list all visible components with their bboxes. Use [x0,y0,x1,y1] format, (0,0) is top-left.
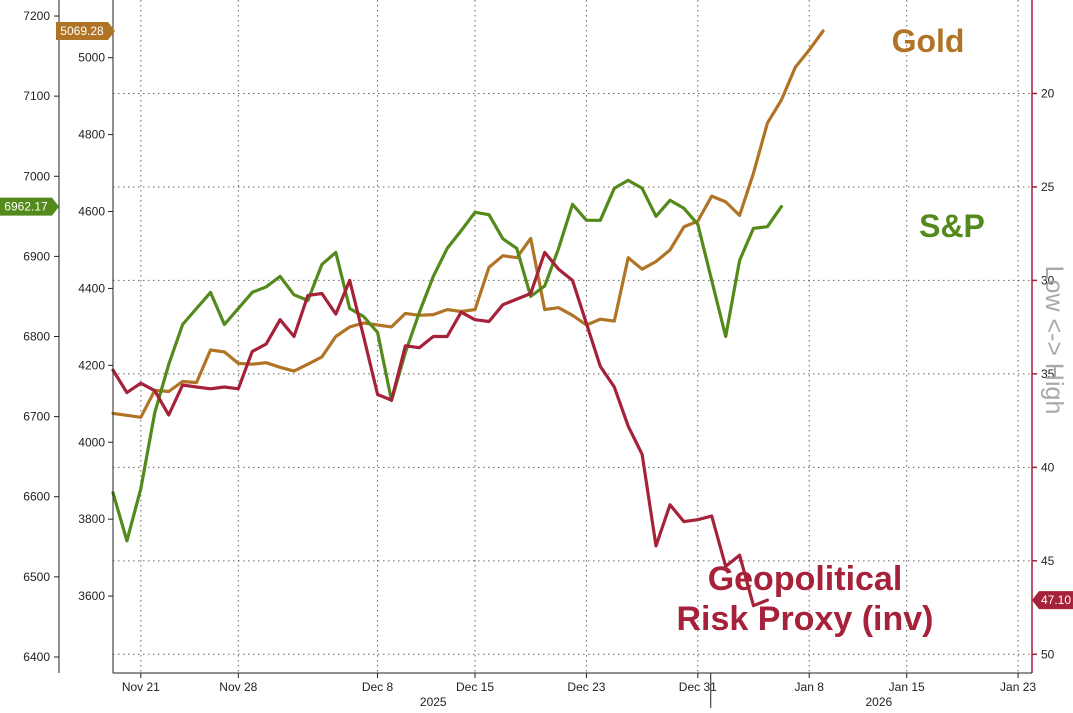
x-axis-tick-label: Jan 23 [1000,680,1036,694]
gold-last-value-badge: 5069.28 [56,22,115,41]
sp-last-value-badge-text: 6962.17 [4,200,48,214]
sp-axis-tick-label: 7100 [23,89,50,103]
axes: 6400 6500 6600 6700 6800 6900 7000 7100 7200 3600… [23,0,1055,709]
sp-axis-tick-label: 6800 [23,330,50,344]
x-axis-tick-label: Dec 23 [567,680,605,694]
x-axis-tick-label: Dec 15 [456,680,494,694]
risk-axis-tick-label: 35 [1041,367,1055,381]
gold-last-value-badge-text: 5069.28 [60,24,104,38]
risk-last-value-badge-text: 47.10 [1041,593,1071,607]
sp-axis-tick-label: 6600 [23,490,50,504]
risk-last-value-badge: 47.10 [1032,591,1073,610]
geopolitical-series-label-line2: Risk Proxy (inv) [677,600,934,638]
risk-axis-tick-label: 30 [1041,273,1055,287]
x-axis-tick-label: Jan 15 [889,680,925,694]
gold-axis-tick-label: 4000 [78,435,105,449]
gold-axis-tick-label: 3800 [78,512,105,526]
gold-axis-tick-label: 4600 [78,205,105,219]
series-line-0 [111,29,825,419]
sp-axis-tick-label: 7200 [23,9,50,23]
sp-axis-tick-label: 7000 [23,169,50,183]
gold-axis-tick-label: 4200 [78,358,105,372]
series-line-2 [111,250,770,608]
gold-axis-tick-label: 4400 [78,281,105,295]
risk-axis-tick-label: 25 [1041,180,1055,194]
gold-last-value-badge-shape [56,22,115,41]
risk-axis-tick-label: 20 [1041,86,1055,100]
series-annotations: Gold S&P Geopolitical Risk Proxy (inv) [677,23,985,638]
gold-axis-tick-label: 4800 [78,128,105,142]
right-axis-label: Low <-> High [1040,266,1068,415]
sp-axis-tick-label: 6400 [23,650,50,664]
gold-axis-tick-label: 5000 [78,51,105,65]
x-axis-tick-label: Dec 31 [679,680,717,694]
risk-axis-tick-label: 50 [1041,647,1055,661]
gold-axis-tick-label: 3600 [78,589,105,603]
sp-axis-tick-label: 6500 [23,570,50,584]
series-line-1 [111,178,784,543]
risk-last-value-badge-shape [1032,591,1073,610]
risk-axis-tick-label: 45 [1041,554,1055,568]
series-lines [111,29,825,608]
year-label: 2026 [865,695,892,708]
sp-last-value-badge: 6962.17 [0,197,59,216]
gold-series-label: Gold [892,23,965,59]
last-value-badges: 5069.28 6962.17 47.10 [0,22,1073,610]
grid-lines [113,0,1032,673]
geopolitical-series-label-line1: Geopolitical [708,560,903,598]
x-axis-tick-label: Jan 8 [795,680,825,694]
x-axis-tick-label: Dec 8 [362,680,394,694]
x-axis-tick-label: Nov 21 [122,680,160,694]
sp-axis-tick-label: 6900 [23,249,50,263]
sp-series-label: S&P [919,208,985,244]
year-label: 2025 [420,695,447,708]
sp-last-value-badge-shape [0,197,59,216]
risk-axis-tick-label: 40 [1041,460,1055,474]
sp-axis-tick-label: 6700 [23,410,50,424]
x-axis-tick-label: Nov 28 [219,680,257,694]
